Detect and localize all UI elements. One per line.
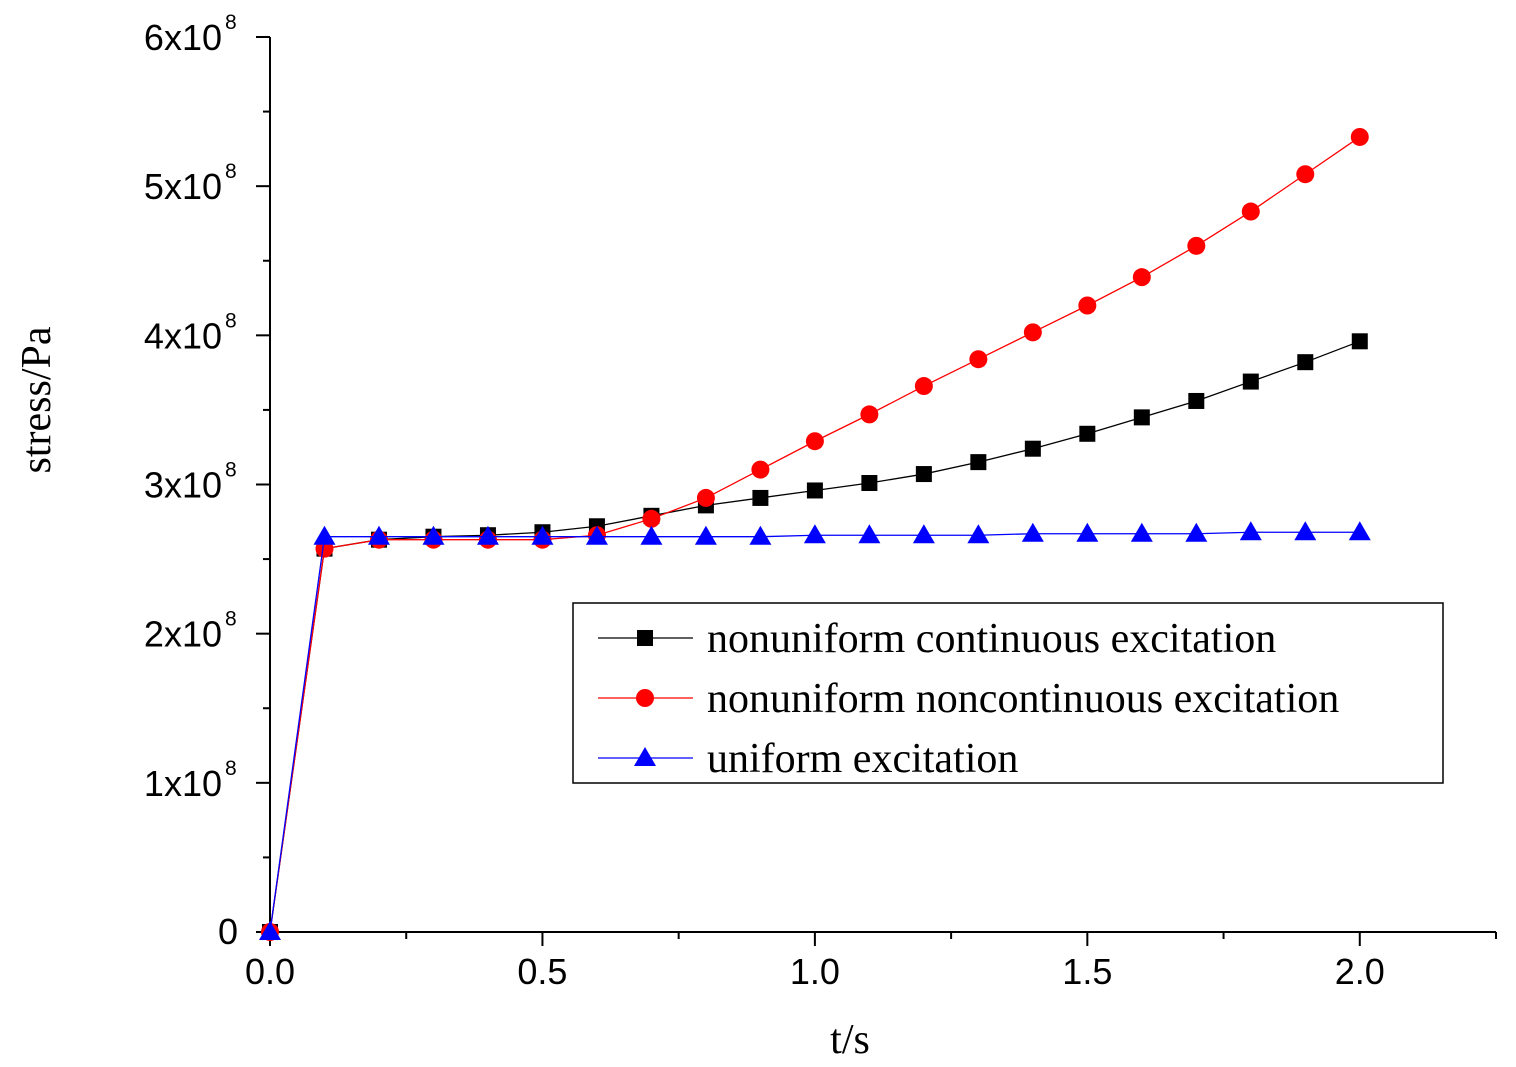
data-point [860, 405, 879, 424]
data-point [1188, 392, 1205, 409]
data-point [1132, 268, 1151, 287]
data-point [476, 525, 499, 545]
y-tick-label: 3x10 [144, 465, 222, 506]
data-point [367, 525, 390, 545]
data-point [1350, 127, 1369, 146]
data-point [749, 525, 772, 545]
data-point [1294, 521, 1317, 541]
x-tick-label: 0.5 [517, 951, 567, 992]
data-point [642, 509, 661, 528]
data-point [967, 524, 990, 544]
data-point [1242, 373, 1259, 390]
y-tick-exponent: 8 [225, 309, 237, 332]
data-point [313, 525, 336, 545]
data-point [1187, 236, 1206, 255]
data-point [1239, 521, 1262, 541]
legend-marker [636, 689, 654, 707]
legend-label: nonuniform noncontinuous excitation [707, 676, 1339, 722]
legend-marker [637, 630, 653, 646]
y-tick-exponent: 8 [225, 757, 237, 780]
y-tick-exponent: 8 [225, 11, 237, 34]
y-tick-label: 2x10 [144, 614, 222, 655]
data-point [751, 460, 770, 479]
data-point [1185, 522, 1208, 542]
data-point [696, 488, 715, 507]
data-point [914, 377, 933, 396]
series-layer [259, 127, 1371, 941]
x-tick-label: 1.5 [1062, 951, 1112, 992]
y-tick-label: 1x10 [144, 763, 222, 804]
data-point [861, 475, 878, 492]
x-tick-label: 0.0 [245, 951, 295, 992]
y-tick-exponent: 8 [225, 459, 237, 482]
data-point [1241, 202, 1260, 221]
data-point [531, 525, 554, 545]
data-point [1297, 354, 1314, 371]
legend: nonuniform continuous excitation nonunifo… [572, 602, 1444, 784]
y-tick-exponent: 8 [225, 608, 237, 631]
data-point [1078, 296, 1097, 315]
data-point [969, 350, 988, 369]
data-point [805, 432, 824, 451]
data-point [1351, 333, 1368, 350]
data-point [1024, 440, 1041, 457]
x-tick-label: 2.0 [1335, 951, 1385, 992]
data-point [694, 525, 717, 545]
data-point [1021, 522, 1044, 542]
data-point [912, 524, 935, 544]
data-point [1348, 521, 1371, 541]
data-point [752, 489, 769, 506]
y-tick-label: 4x10 [144, 315, 222, 356]
data-point [915, 466, 932, 483]
y-tick-label: 6x10 [144, 17, 222, 58]
data-point [970, 454, 987, 471]
x-axis-title: t/s [830, 1017, 870, 1063]
data-point [640, 525, 663, 545]
data-point [1133, 409, 1150, 426]
y-tick-exponent: 8 [225, 160, 237, 183]
data-point [1023, 323, 1042, 342]
data-point [1130, 522, 1153, 542]
data-point [422, 525, 445, 545]
legend-label: uniform excitation [707, 736, 1018, 782]
y-axis-title: stress/Pa [14, 326, 60, 473]
legend-marker [634, 747, 656, 766]
data-point [803, 524, 826, 544]
data-point [806, 482, 823, 499]
data-point [259, 921, 281, 940]
y-tick-label: 0 [218, 911, 238, 952]
data-point [1079, 425, 1096, 442]
series-3 [259, 521, 1371, 940]
y-tick-label: 5x10 [144, 166, 222, 207]
data-point [1296, 165, 1315, 184]
data-point [858, 524, 881, 544]
x-tick-label: 1.0 [790, 951, 840, 992]
data-point [585, 525, 608, 545]
legend-label: nonuniform continuous excitation [707, 616, 1276, 662]
legend-box [572, 602, 1444, 784]
data-point [1076, 522, 1099, 542]
